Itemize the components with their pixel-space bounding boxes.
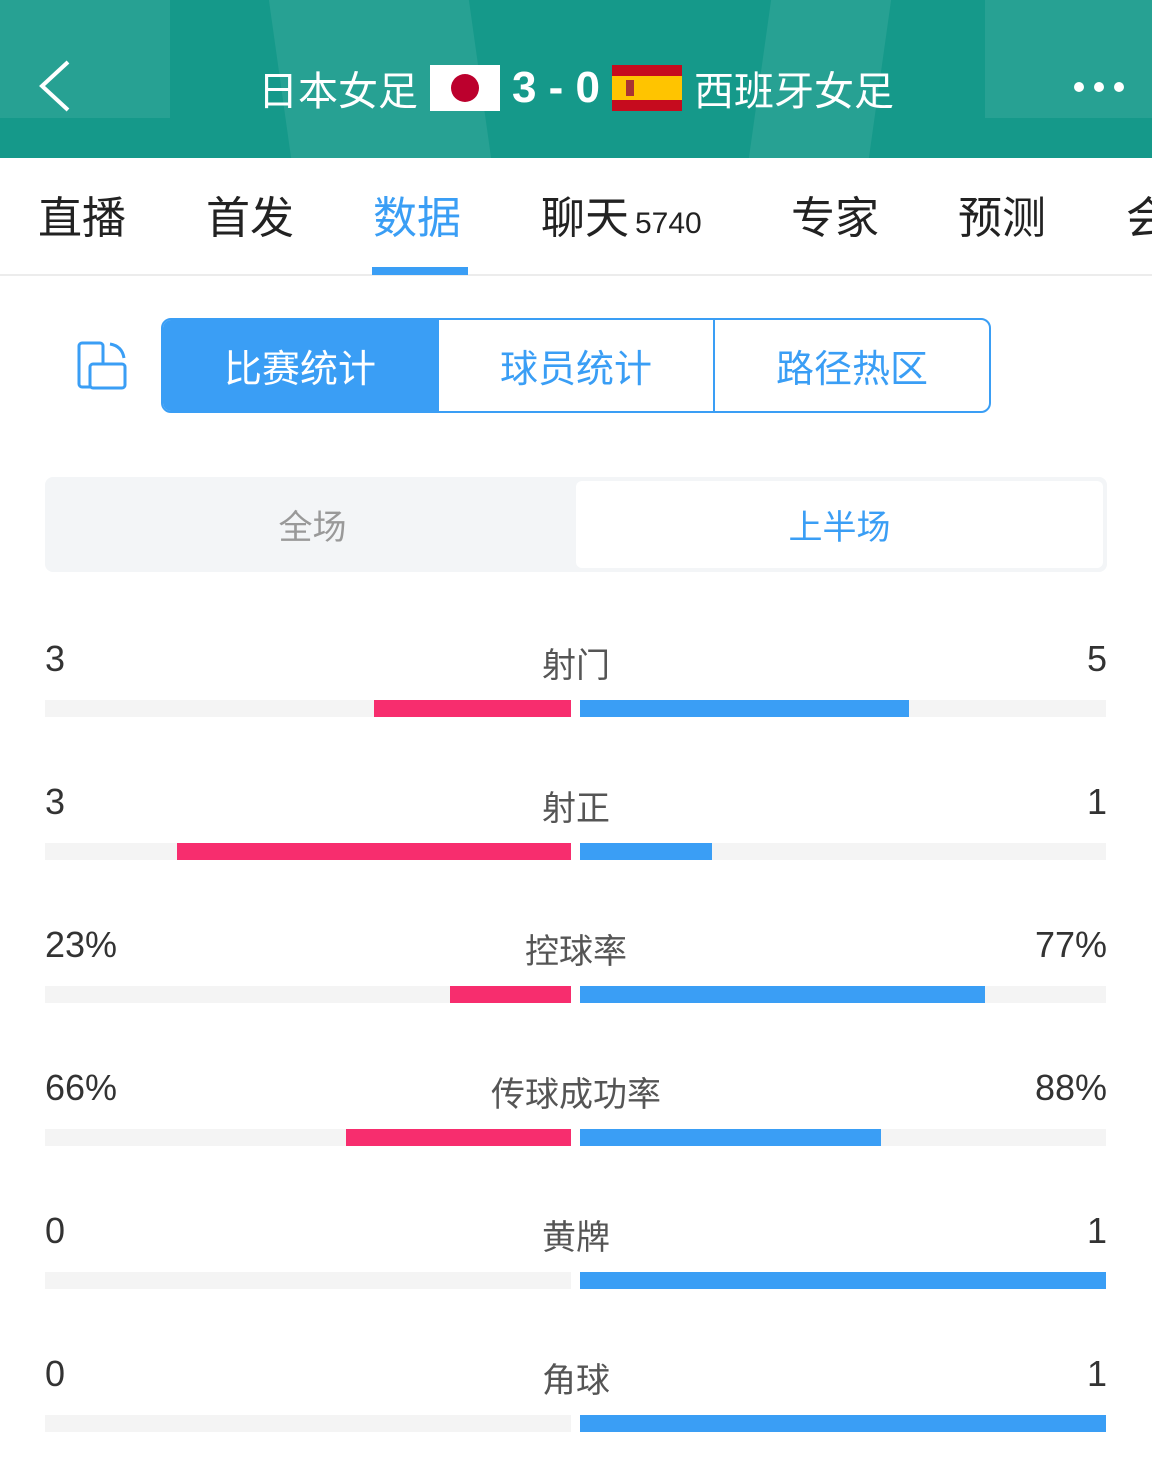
segment-match-stats[interactable]: 比赛统计 [163,320,437,411]
period-selector: 全场 上半场 [45,477,1107,572]
away-bar-track [580,1272,1106,1289]
away-value: 5 [1086,638,1107,679]
stat-label: 角球 [542,1361,610,1401]
away-team-name: 西班牙女足 [694,69,895,115]
spain-flag-icon [612,65,683,111]
stats-type-selector: 比赛统计 球员统计 路径热区 [161,318,991,413]
home-value: 0 [45,1353,66,1394]
home-bar [373,700,571,717]
tab-more[interactable]: 会 [1126,182,1152,246]
period-first-half[interactable]: 上半场 [576,481,1103,568]
away-bar-track [580,700,1106,717]
home-value: 3 [45,781,66,822]
stat-row: 0 角球 1 [45,1353,1107,1463]
match-score: 3 - 0 [511,63,601,112]
match-header: 日本女足 3 - 0 西班牙女足 [0,0,1152,158]
tab-data[interactable]: 数据 [373,182,461,246]
tab-label: 会 [1126,193,1152,244]
away-value: 1 [1086,1210,1107,1251]
stat-row: 66% 传球成功率 88% [45,1067,1107,1177]
home-bar-track [45,1272,571,1289]
away-value: 1 [1086,781,1107,822]
away-bar-track [580,843,1106,860]
tab-label: 专家 [791,193,879,244]
more-icon[interactable] [1074,82,1124,92]
tab-live[interactable]: 直播 [38,182,126,246]
away-bar [580,1415,1106,1432]
stat-label: 射门 [542,646,610,686]
home-bar-track [45,1415,571,1432]
home-bar-track [45,986,571,1003]
stat-row: 23% 控球率 77% [45,924,1107,1034]
away-value: 1 [1086,1353,1107,1394]
home-bar [450,986,571,1003]
away-bar [580,700,909,717]
stat-label: 黄牌 [542,1218,610,1258]
away-value: 88% [1034,1067,1107,1108]
chat-count-badge: 5740 [635,207,702,240]
tab-chat[interactable]: 聊天 5740 [541,182,702,246]
stat-label: 控球率 [525,932,627,972]
tab-label: 数据 [373,193,461,244]
home-bar [176,843,571,860]
home-bar [345,1129,571,1146]
tab-experts[interactable]: 专家 [791,182,879,246]
home-value: 3 [45,638,66,679]
main-tabs: 直播 首发 数据 聊天 5740 专家 预测 会 [0,158,1152,276]
tab-label: 首发 [206,193,294,244]
home-team-name: 日本女足 [257,69,418,115]
away-bar [580,1272,1106,1289]
tab-label: 预测 [958,193,1046,244]
away-bar [580,843,712,860]
segment-player-stats[interactable]: 球员统计 [437,320,713,411]
rotate-screen-icon[interactable] [76,340,128,392]
home-bar-track [45,843,571,860]
tab-label: 直播 [38,193,126,244]
tab-lineup[interactable]: 首发 [206,182,294,246]
home-value: 23% [45,924,118,965]
stat-row: 3 射正 1 [45,781,1107,891]
away-bar-track [580,986,1106,1003]
away-bar-track [580,1129,1106,1146]
away-bar-track [580,1415,1106,1432]
active-tab-indicator [372,267,468,275]
back-icon[interactable] [36,58,76,114]
home-value: 0 [45,1210,66,1251]
period-full[interactable]: 全场 [278,508,347,548]
home-value: 66% [45,1067,118,1108]
tab-predict[interactable]: 预测 [958,182,1046,246]
stat-label: 传球成功率 [491,1075,661,1115]
japan-flag-icon [429,65,500,111]
home-bar-track [45,1129,571,1146]
away-bar [580,1129,881,1146]
stat-row: 3 射门 5 [45,638,1107,748]
tab-label: 聊天 [541,193,629,244]
home-bar-track [45,700,571,717]
segment-heatmap[interactable]: 路径热区 [713,320,989,411]
away-value: 77% [1034,924,1107,965]
stat-row: 0 黄牌 1 [45,1210,1107,1320]
away-bar [580,986,986,1003]
stat-label: 射正 [542,789,610,829]
